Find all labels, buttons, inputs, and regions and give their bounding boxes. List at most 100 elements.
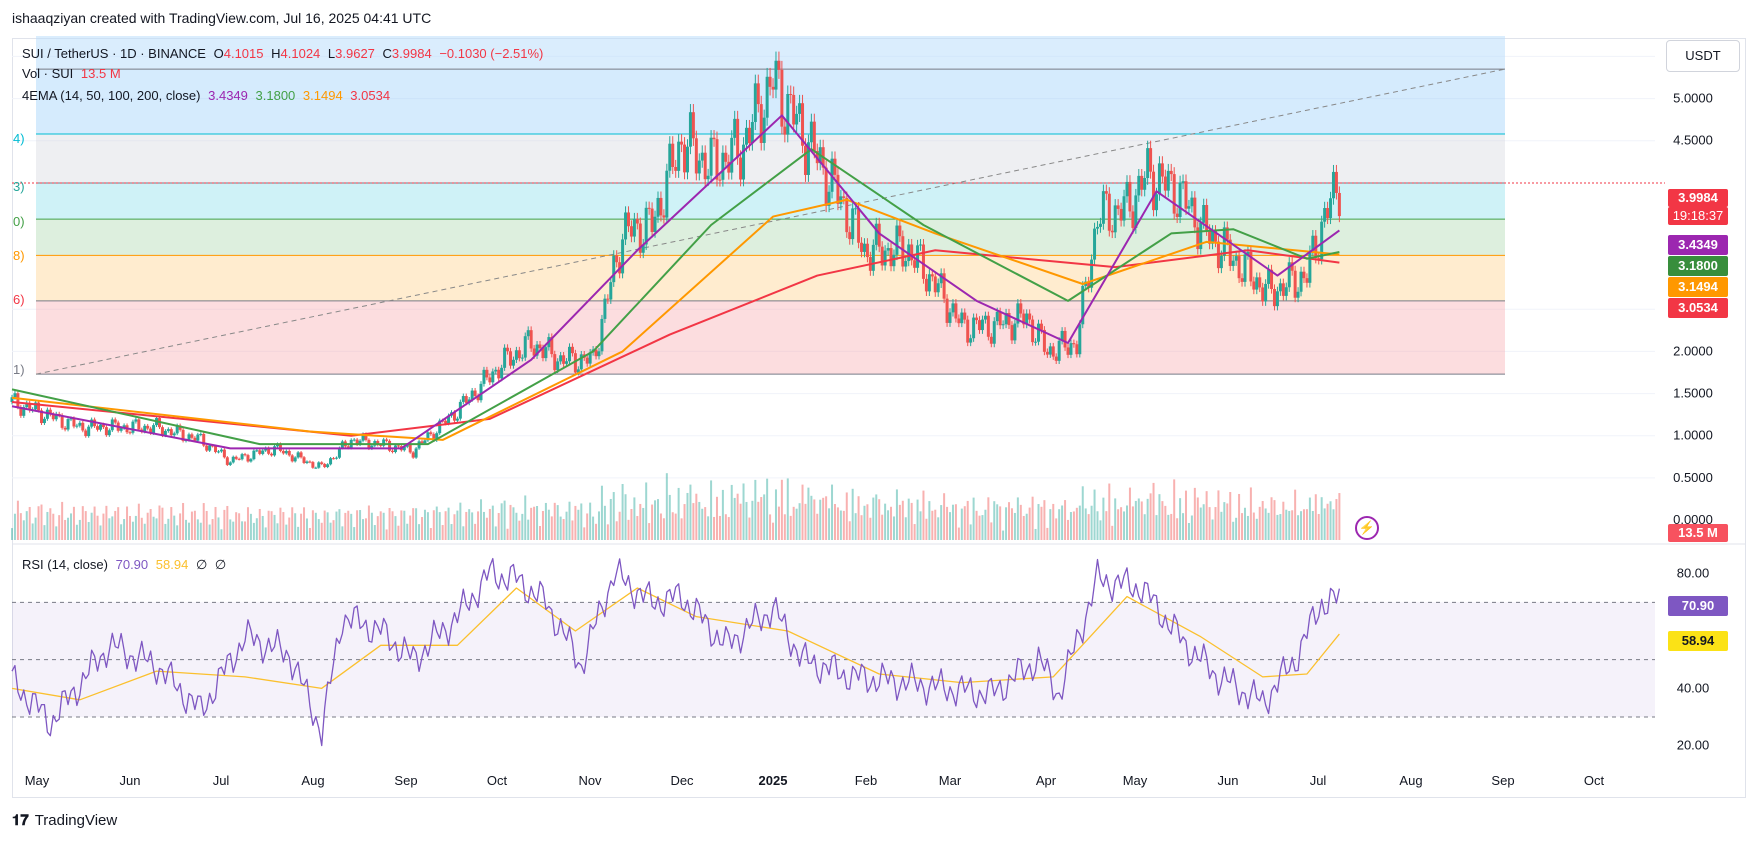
volume-bar [1075, 507, 1078, 540]
volume-bar [43, 525, 46, 540]
volume-bar [447, 507, 450, 540]
candle-body [665, 170, 669, 218]
candle-body [680, 141, 684, 145]
ema-legend[interactable]: 4EMA (14, 50, 100, 200, close) 3.4349 3.… [22, 88, 394, 103]
low-label: L [327, 46, 336, 61]
volume-bar [199, 522, 202, 540]
volume-bar [90, 512, 93, 540]
candle-body [762, 117, 766, 143]
time-tick-label: Apr [1036, 773, 1057, 788]
volume-bar [412, 508, 415, 540]
candle-body [742, 144, 746, 180]
candle-body [143, 425, 147, 432]
volume-bar [477, 511, 480, 540]
volume-bar [1270, 497, 1273, 540]
volume-bar [1087, 514, 1090, 540]
volume-bar [518, 520, 521, 540]
fib-label-1: 4) [13, 131, 25, 146]
symbol-legend[interactable]: SUI / TetherUS · 1D · BINANCE O4.1015 H4… [22, 46, 547, 61]
candle-body [464, 396, 468, 403]
volume-bar [232, 521, 235, 540]
volume-bar [1043, 500, 1046, 540]
candle-body [924, 278, 928, 292]
candle-body [936, 283, 940, 293]
candle-body [432, 434, 436, 441]
volume-bar [1005, 507, 1008, 540]
volume-bar [928, 501, 931, 540]
candle-body [975, 317, 979, 321]
candle-body [1311, 235, 1315, 251]
candle-body [1272, 289, 1276, 307]
volume-bar [96, 515, 99, 540]
ema100-value: 3.1494 [302, 88, 343, 103]
candle-body [63, 427, 67, 430]
volume-bar [766, 478, 769, 540]
volume-bar [1279, 514, 1282, 540]
volume-bar [757, 501, 760, 540]
volume-bar [16, 500, 19, 540]
candle-body [84, 430, 88, 437]
candle-body [520, 357, 524, 359]
volume-bar [55, 526, 58, 540]
volume-bar [831, 484, 834, 540]
lightning-icon[interactable]: ⚡ [1355, 516, 1379, 540]
time-tick-label: Jun [120, 773, 141, 788]
volume-bar [957, 527, 960, 540]
volume-bar [31, 523, 34, 540]
volume-bar [892, 516, 895, 540]
candle-body [517, 350, 521, 359]
candle-body [81, 422, 85, 431]
candle-body [234, 456, 238, 459]
volume-bar [474, 523, 477, 540]
currency-button[interactable]: USDT [1666, 40, 1740, 72]
volume-bar [978, 515, 981, 540]
volume-legend[interactable]: Vol · SUI 13.5 M [22, 66, 125, 81]
volume-bar [727, 517, 730, 540]
ema200-value: 3.0534 [350, 88, 391, 103]
volume-bar [872, 497, 875, 540]
candle-body [34, 402, 38, 410]
candle-body [529, 330, 533, 349]
candle-body [978, 320, 982, 331]
rsi-value: 70.90 [115, 557, 149, 572]
volume-bar [1229, 492, 1232, 540]
candle-body [691, 112, 695, 139]
rsi-legend[interactable]: RSI (14, close) 70.90 58.94 ∅ ∅ [22, 557, 230, 573]
volume-bar [185, 519, 188, 540]
volume-bar [161, 507, 164, 540]
volume-bar [164, 523, 167, 540]
candle-body [567, 346, 571, 362]
candle-body [98, 424, 102, 430]
price-tick-label: 1.5000 [1673, 386, 1713, 401]
volume-bar [438, 512, 441, 540]
symbol-label[interactable]: SUI / TetherUS · 1D · BINANCE [22, 46, 206, 61]
candle-body [423, 440, 427, 444]
volume-bar [432, 510, 435, 540]
volume-bar [61, 501, 64, 540]
candle-body [851, 208, 855, 240]
footer-brand[interactable]: 𝟏𝟕 TradingView [12, 812, 117, 829]
candle-body [408, 444, 412, 453]
candle-body [556, 361, 560, 371]
candle-body [1054, 356, 1058, 361]
candle-body [190, 434, 194, 438]
volume-bar [639, 503, 642, 540]
volume-bar [1117, 509, 1120, 540]
candle-body [1302, 271, 1306, 279]
candle-body [1066, 347, 1070, 355]
candle-body [544, 347, 548, 359]
candle-body [945, 298, 949, 323]
candle-body [671, 143, 675, 167]
candle-body [588, 352, 592, 364]
candle-body [736, 118, 740, 158]
candle-body [806, 142, 810, 175]
ema100-line [11, 198, 1340, 441]
volume-bar [190, 511, 193, 540]
volume-bar [267, 510, 270, 540]
volume-bar [680, 518, 683, 540]
volume-bar [960, 508, 963, 540]
volume-bar [931, 510, 934, 540]
candle-body [621, 239, 625, 274]
volume-bar [1164, 505, 1167, 540]
